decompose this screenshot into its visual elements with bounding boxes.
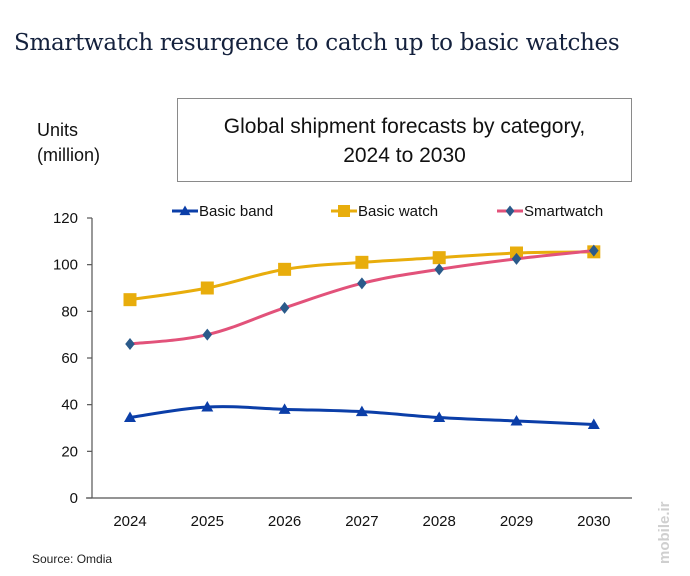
legend-marker <box>179 205 191 216</box>
data-point-basic-watch <box>200 281 214 295</box>
y-tick-label: 0 <box>70 490 78 507</box>
x-tick-label: 2027 <box>345 513 378 530</box>
axes: 0 20 40 60 80 100 120 2024 2025 2026 2027 2028 2029 2… <box>53 210 632 530</box>
chart-title-box: Global shipment forecasts by category, 2… <box>177 98 632 182</box>
x-tick-label: 2028 <box>423 513 456 530</box>
legend-item-basic-band: Basic band <box>172 203 273 220</box>
chart-title-line-1: Global shipment forecasts by category, <box>223 115 586 138</box>
chart-title-line-2: 2024 to 2030 <box>343 144 466 167</box>
data-point-smartwatch <box>511 252 522 265</box>
legend-item-basic-watch: Basic watch <box>331 203 438 220</box>
data-point-smartwatch <box>589 244 599 257</box>
x-tick-label: 2026 <box>268 513 301 530</box>
data-point-basic-watch <box>123 293 137 307</box>
legend-marker <box>338 205 350 217</box>
data-point-basic-band <box>510 415 523 426</box>
data-point-smartwatch <box>279 301 290 314</box>
y-axis-label: Units (million) <box>37 118 100 168</box>
data-point-smartwatch <box>434 263 444 276</box>
legend-label: Smartwatch <box>524 203 603 220</box>
y-tick-label: 60 <box>61 350 78 367</box>
data-point-smartwatch <box>357 277 367 290</box>
watermark-text: mobile.ir <box>656 501 673 564</box>
series-layer <box>123 244 601 429</box>
headline: Smartwatch resurgence to catch up to bas… <box>14 30 620 56</box>
y-axis-label-line-2: (million) <box>37 145 100 165</box>
y-tick-label: 80 <box>61 303 78 320</box>
legend-item-smartwatch: Smartwatch <box>497 203 603 220</box>
legend-label: Basic band <box>199 203 273 220</box>
data-point-basic-band <box>587 418 600 429</box>
y-axis-label-line-1: Units <box>37 120 79 140</box>
y-tick-label: 20 <box>61 443 78 460</box>
data-point-basic-watch <box>355 255 369 269</box>
watermark: mobile.ir <box>654 498 676 568</box>
legend-marker <box>505 205 515 217</box>
x-tick-label: 2030 <box>577 513 610 530</box>
data-point-basic-watch <box>432 251 446 265</box>
data-point-smartwatch <box>202 328 213 341</box>
series-basic-band <box>124 401 600 429</box>
y-tick-label: 40 <box>61 397 78 414</box>
legend-label: Basic watch <box>358 203 438 220</box>
x-tick-label: 2024 <box>113 513 146 530</box>
data-point-basic-band <box>124 411 136 422</box>
data-point-basic-band <box>201 401 214 412</box>
data-point-basic-band <box>355 405 368 417</box>
data-point-basic-watch <box>278 262 292 276</box>
series-basic-watch <box>123 245 601 307</box>
x-tick-label: 2025 <box>191 513 224 530</box>
source-note: Source: Omdia <box>32 552 113 566</box>
data-point-basic-band <box>278 403 291 414</box>
y-tick-label: 120 <box>53 210 78 227</box>
data-point-basic-band <box>433 411 446 422</box>
data-point-smartwatch <box>125 338 135 350</box>
series-smartwatch <box>125 244 599 350</box>
legend: Basic band Basic watch Smartwatch <box>172 203 603 220</box>
x-tick-label: 2029 <box>500 513 533 530</box>
y-tick-label: 100 <box>53 257 78 274</box>
